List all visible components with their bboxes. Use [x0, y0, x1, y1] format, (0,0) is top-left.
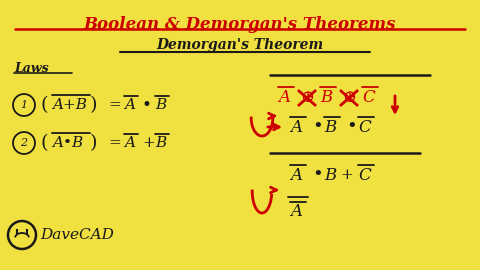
- Text: A•B: A•B: [52, 136, 83, 150]
- Text: (: (: [40, 134, 48, 152]
- Text: •: •: [312, 166, 323, 184]
- Text: B: B: [155, 98, 166, 112]
- Text: C: C: [362, 89, 375, 106]
- Text: A: A: [290, 204, 302, 221]
- Text: ): ): [90, 134, 97, 152]
- Text: A: A: [124, 98, 135, 112]
- Text: ⊕: ⊕: [342, 89, 356, 106]
- Text: C: C: [358, 167, 371, 184]
- Text: B: B: [155, 136, 166, 150]
- Text: A: A: [290, 167, 302, 184]
- Text: A: A: [290, 119, 302, 136]
- Text: +: +: [340, 168, 353, 182]
- Text: C: C: [358, 119, 371, 136]
- Text: •: •: [346, 118, 357, 136]
- Text: B: B: [324, 119, 336, 136]
- Text: A+B: A+B: [52, 98, 87, 112]
- Text: Boolean & Demorgan's Theorems: Boolean & Demorgan's Theorems: [84, 16, 396, 33]
- Text: DaveCAD: DaveCAD: [40, 228, 114, 242]
- Text: •: •: [312, 118, 323, 136]
- Text: B: B: [324, 167, 336, 184]
- Text: ⊕: ⊕: [300, 89, 314, 106]
- Text: Laws: Laws: [14, 62, 48, 75]
- Text: •: •: [142, 96, 152, 113]
- Text: 2: 2: [21, 138, 27, 148]
- Text: =: =: [108, 98, 121, 112]
- Text: =: =: [108, 136, 121, 150]
- Text: ): ): [90, 96, 97, 114]
- Text: A: A: [278, 89, 290, 106]
- Text: (: (: [40, 96, 48, 114]
- Text: A: A: [124, 136, 135, 150]
- Text: B: B: [320, 89, 332, 106]
- Text: +: +: [142, 136, 155, 150]
- Text: 1: 1: [21, 100, 27, 110]
- Text: Demorgan's Theorem: Demorgan's Theorem: [156, 38, 324, 52]
